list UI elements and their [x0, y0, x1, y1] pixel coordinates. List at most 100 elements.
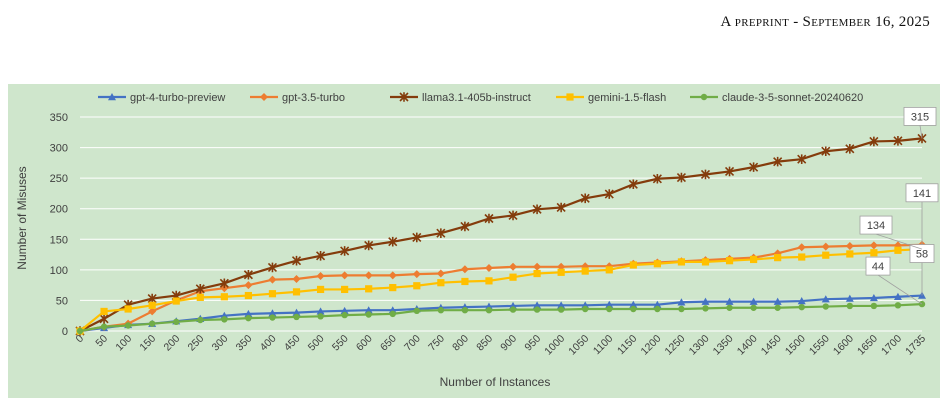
legend-label: gpt-3.5-turbo: [282, 92, 345, 104]
legend-label: gemini-1.5-flash: [588, 92, 666, 104]
y-tick-label: 50: [56, 295, 68, 307]
legend-label: gpt-4-turbo-preview: [130, 92, 225, 104]
y-axis-ticks: 0 50 100 150 200 250 300 350: [50, 112, 68, 338]
data-point: [316, 285, 325, 294]
data-point: [724, 166, 735, 177]
data-point: [413, 282, 421, 290]
data-point: [364, 240, 374, 251]
data-point: [99, 313, 109, 324]
data-point: [195, 284, 205, 294]
data-point: [605, 266, 613, 274]
y-tick-label: 300: [50, 143, 68, 155]
data-point: [773, 297, 782, 305]
data-point: [172, 297, 180, 305]
data-point: [100, 307, 108, 316]
data-point: [869, 136, 879, 147]
data-point: [893, 292, 902, 300]
series-line: [79, 247, 923, 332]
data-point: [845, 242, 854, 251]
data-point: [774, 254, 782, 262]
series-gemini-1.5-flash: [76, 245, 926, 335]
data-point: [268, 275, 277, 284]
data-point: [605, 300, 614, 308]
data-point: [845, 143, 855, 154]
callout-value: 58: [916, 249, 928, 261]
legend-item-claude-3-5-sonnet-20240620: claude-3-5-sonnet-20240620: [690, 92, 863, 104]
data-point: [508, 210, 518, 221]
data-point: [148, 307, 157, 316]
data-point: [702, 305, 709, 312]
y-tick-label: 100: [50, 265, 68, 277]
data-point: [245, 314, 252, 322]
data-point: [436, 269, 445, 278]
data-point: [389, 283, 397, 292]
data-point: [293, 313, 300, 321]
data-point: [148, 301, 156, 309]
data-point: [412, 232, 422, 243]
data-point: [677, 298, 686, 306]
data-point: [292, 288, 301, 296]
data-point: [124, 322, 132, 329]
data-point: [749, 297, 758, 305]
data-point: [484, 264, 493, 273]
data-point: [316, 250, 326, 261]
data-point: [268, 309, 277, 317]
callout-box: [859, 215, 893, 235]
data-point: [677, 258, 686, 266]
data-point: [894, 246, 902, 254]
gridlines: [80, 116, 922, 332]
data-point: [774, 304, 781, 311]
data-point: [628, 179, 638, 190]
data-point: [653, 260, 661, 268]
data-point: [629, 300, 638, 308]
data-point: [606, 305, 613, 313]
callout-value: 44: [872, 261, 884, 273]
callout-box: [903, 107, 937, 126]
data-point: [678, 305, 685, 313]
data-point: [798, 303, 805, 311]
data-point: [437, 279, 445, 287]
data-point: [750, 255, 758, 264]
data-point: [870, 249, 878, 257]
data-point: [196, 293, 204, 301]
x-axis-label: Number of Instances: [440, 375, 551, 389]
data-point: [533, 301, 542, 309]
data-point: [412, 270, 421, 279]
data-point: [340, 306, 349, 315]
data-point: [725, 257, 734, 265]
page-running-header: A preprint - September 16, 2025: [720, 14, 930, 30]
data-point: [269, 314, 276, 321]
data-point: [580, 193, 590, 204]
data-point: [629, 261, 637, 269]
data-point: [725, 297, 734, 305]
data-point: [821, 242, 830, 251]
data-point: [244, 309, 253, 318]
data-point: [460, 221, 470, 232]
data-point: [316, 271, 325, 280]
data-point: [399, 92, 409, 102]
data-point: [173, 318, 180, 326]
data-point: [870, 302, 878, 310]
data-point: [869, 241, 878, 250]
callout-gpt-4-turbo-preview: 58: [909, 244, 935, 296]
y-axis-label: Number of Misuses: [15, 166, 29, 269]
legend: gpt-4-turbo-preview gpt-3.5-turbo llama3.1…: [98, 92, 863, 104]
data-point: [244, 281, 253, 290]
callout-box: [905, 183, 939, 203]
data-point: [701, 258, 710, 266]
data-point: [654, 305, 661, 313]
data-point: [700, 169, 711, 180]
data-point: [701, 297, 710, 305]
data-point: [389, 310, 396, 318]
data-point: [484, 213, 494, 224]
data-point: [244, 291, 252, 300]
data-point: [108, 93, 116, 101]
data-point: [76, 327, 84, 335]
data-point: [556, 202, 566, 213]
callout-llama3.1-405b-instruct: 315: [903, 107, 937, 139]
data-point: [317, 313, 324, 320]
callout-leader: [875, 233, 923, 250]
data-point: [750, 304, 757, 311]
data-point: [316, 307, 325, 315]
series-line: [79, 137, 923, 332]
